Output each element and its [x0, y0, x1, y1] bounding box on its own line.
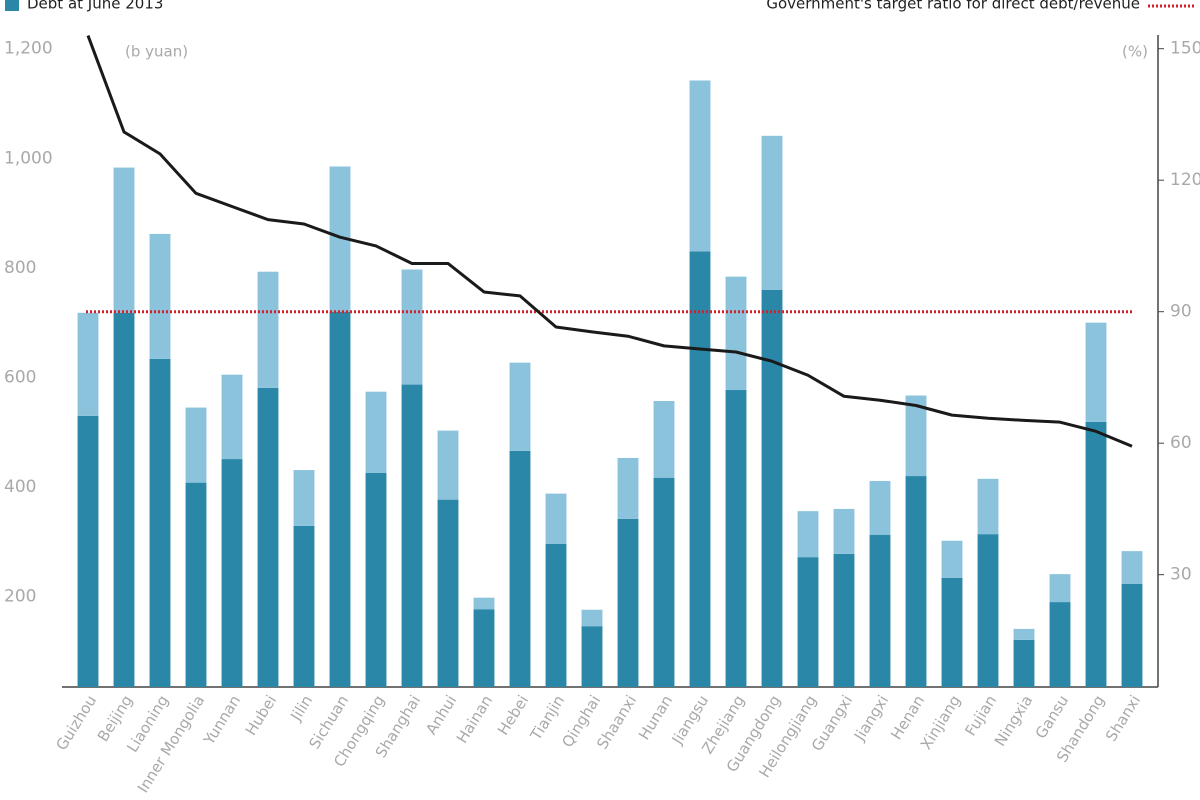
bar [797, 511, 819, 558]
bar [977, 534, 999, 687]
bar [941, 540, 963, 578]
bar [1013, 628, 1035, 640]
y2-tick-label: 60 [1170, 433, 1192, 453]
bar [797, 557, 819, 687]
bar [581, 609, 603, 627]
bar [1013, 639, 1035, 687]
bar [185, 482, 207, 687]
bar [257, 271, 279, 388]
x-tick-label: Jilin [286, 692, 316, 725]
bar [689, 251, 711, 687]
bar [401, 269, 423, 385]
x-tick-label: Shanxi [1102, 692, 1144, 745]
y-tick-label: 200 [4, 587, 36, 607]
bar [221, 459, 243, 687]
bar [329, 311, 351, 687]
bar [509, 450, 531, 687]
bar [653, 477, 675, 687]
bar [437, 499, 459, 687]
x-tick-label: Guizhou [52, 692, 100, 754]
bar [1121, 551, 1143, 584]
bar [869, 480, 891, 535]
bar [77, 415, 99, 687]
legend-swatch [5, 0, 19, 11]
bar [401, 384, 423, 687]
bar [617, 518, 639, 687]
bar [185, 407, 207, 483]
bar [77, 312, 99, 416]
bar [653, 400, 675, 478]
bar [725, 390, 747, 687]
y2-tick-label: 30 [1170, 565, 1192, 585]
bar [689, 80, 711, 252]
bar [833, 508, 855, 554]
bar [221, 374, 243, 460]
bar [293, 470, 315, 526]
bar [113, 167, 135, 313]
bar [293, 525, 315, 687]
bar [545, 543, 567, 687]
bar [1085, 421, 1107, 687]
y-tick-label: 600 [4, 367, 36, 387]
bar [761, 289, 783, 687]
bar [257, 387, 279, 687]
bar [365, 472, 387, 687]
bar [977, 478, 999, 535]
x-tick-label: Hebei [494, 692, 532, 738]
bar [617, 457, 639, 519]
bar [473, 597, 495, 610]
bar [905, 395, 927, 477]
y2-tick-label: 120 [1170, 170, 1200, 190]
y-unit: (b yuan) [125, 43, 188, 61]
bar [581, 626, 603, 687]
bar [1049, 574, 1071, 603]
bar [941, 577, 963, 687]
bar [545, 493, 567, 544]
bar [725, 276, 747, 391]
x-tick-label: Hainan [453, 692, 496, 746]
legend-label: Government's target ratio for direct deb… [766, 0, 1140, 13]
bar [761, 135, 783, 290]
y-tick-label: 400 [4, 477, 36, 497]
y-tick-label: 800 [4, 258, 36, 278]
bar [113, 312, 135, 687]
bar [149, 233, 171, 359]
ratio-line [86, 35, 1133, 448]
bar [905, 476, 927, 687]
bar [1085, 322, 1107, 422]
y2-tick-label: 90 [1170, 302, 1192, 322]
bar [833, 553, 855, 687]
y2-tick-label: 150 [1170, 39, 1200, 59]
bar [329, 166, 351, 312]
x-tick-label: Anhui [422, 692, 460, 738]
legend-label: Debt at June 2013 [27, 0, 163, 13]
x-tick-label: Fujian [961, 692, 1000, 739]
bar [1049, 602, 1071, 687]
bar [869, 534, 891, 687]
bar [149, 358, 171, 687]
bar [1121, 583, 1143, 687]
bar [473, 609, 495, 687]
bar [509, 362, 531, 451]
bar [437, 430, 459, 500]
x-tick-label: Jiangxi [850, 692, 892, 745]
bar [365, 391, 387, 473]
y-tick-label: 1,200 [4, 39, 53, 59]
y2-unit: (%) [1122, 43, 1148, 61]
y-tick-label: 1,000 [4, 148, 53, 168]
x-tick-label: Hubei [242, 692, 280, 739]
